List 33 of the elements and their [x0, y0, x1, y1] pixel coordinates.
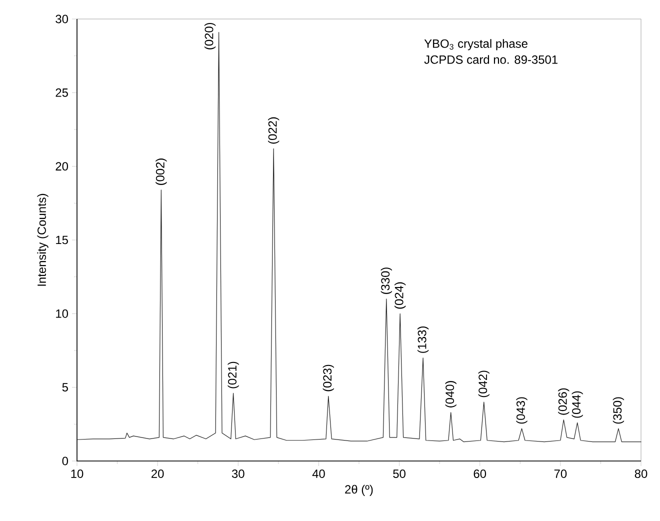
annotation: (021)	[228, 362, 239, 388]
annotation: (022)	[268, 117, 280, 144]
annotation: (040)	[445, 381, 456, 408]
annotation: (042)	[478, 370, 490, 398]
x-tick-label: 60	[474, 470, 486, 478]
y-tick-label: 0	[62, 456, 68, 466]
annotation: (020)	[204, 22, 216, 50]
x-tick-label: 70	[554, 470, 567, 478]
annotation: (043)	[516, 397, 528, 424]
annotation: JCPDS card no. 89-3501	[424, 55, 558, 64]
y-axis-title: Intensity (Counts)	[37, 194, 48, 286]
x-tick-label: 40	[312, 470, 325, 478]
annotation: (023)	[322, 364, 334, 392]
x-tick-label: 10	[71, 470, 84, 478]
annotation: (350)	[612, 397, 624, 424]
x-tick-label: 20	[152, 470, 164, 478]
y-tick-label: 10	[56, 309, 68, 318]
x-tick-label: 50	[393, 470, 406, 478]
annotation: (044)	[572, 391, 583, 418]
y-tick-label: 20	[56, 162, 68, 171]
annotation: YBO$_{3}$ crystal phase	[424, 39, 528, 50]
annotation: (002)	[156, 158, 167, 185]
annotation: (026)	[558, 388, 570, 415]
annotation: (133)	[417, 326, 429, 353]
x-tick-label: 30	[232, 470, 244, 478]
y-tick-label: 30	[56, 14, 68, 24]
y-tick-label: 25	[56, 88, 68, 97]
x-tick-label: 80	[634, 470, 648, 478]
y-tick-label: 15	[56, 236, 68, 244]
y-tick-label: 5	[62, 383, 68, 392]
x-axis-title: 2θ (º)	[345, 484, 373, 496]
annotation: (330)	[380, 268, 392, 294]
annotation: (024)	[394, 282, 406, 309]
